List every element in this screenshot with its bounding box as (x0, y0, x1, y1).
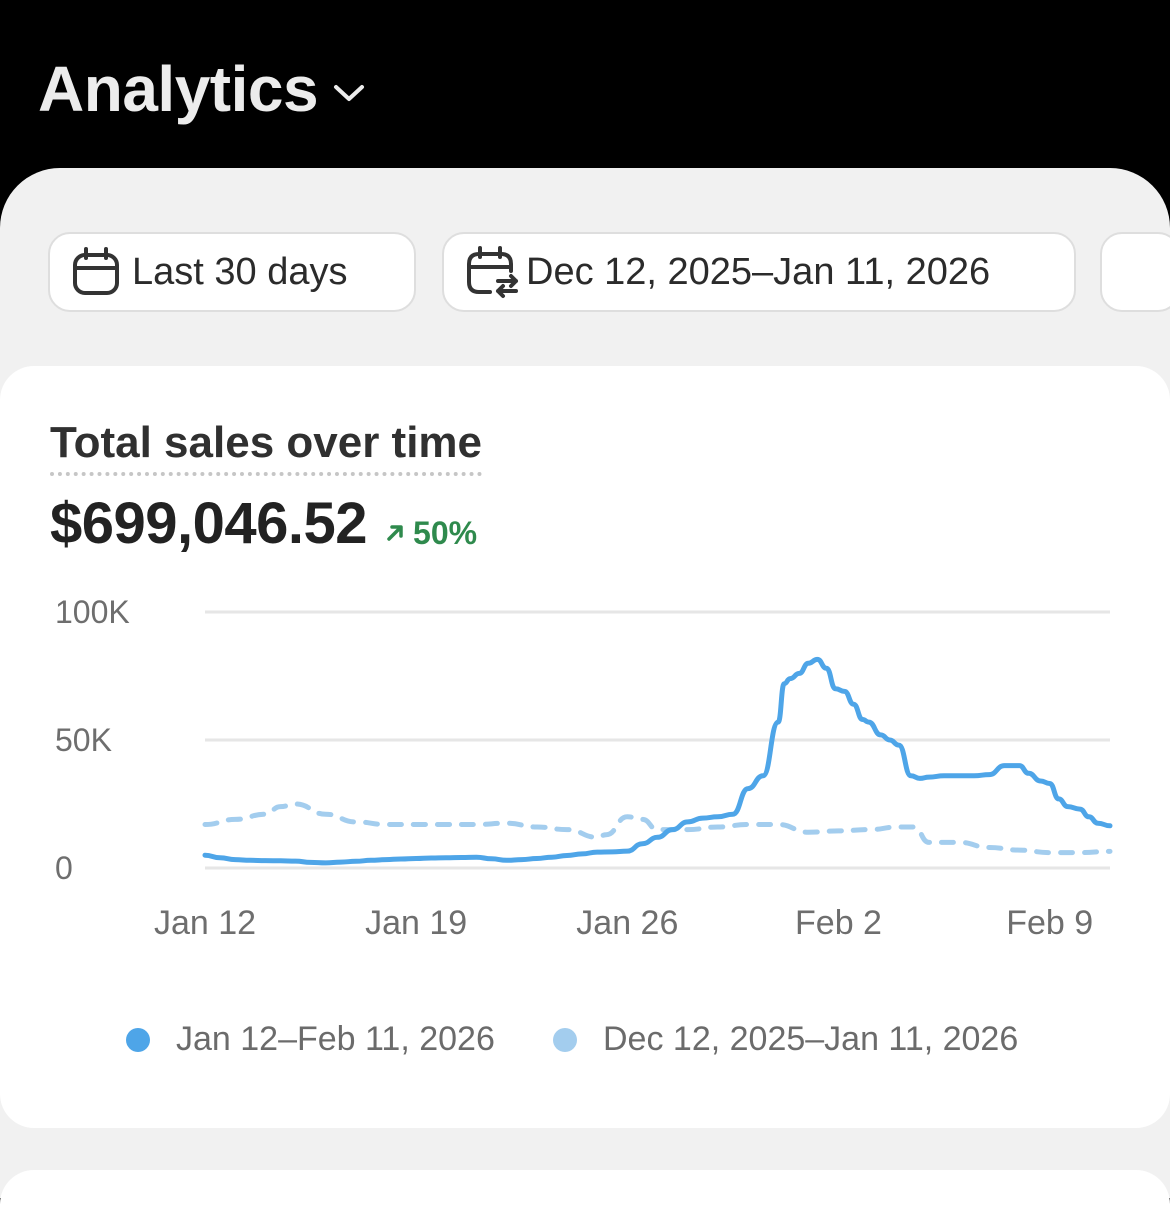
content-sheet: Last 30 days Dec 12, 2025–Jan 11, 2026 T… (0, 168, 1170, 1230)
x-tick-label: Jan 12 (154, 904, 256, 942)
y-tick-label: 0 (55, 850, 73, 886)
arrow-up-right-icon (387, 525, 403, 541)
compare-range-button[interactable]: Dec 12, 2025–Jan 11, 2026 (442, 232, 1076, 312)
series-line-current (202, 656, 1113, 866)
analytics-title-dropdown[interactable]: Analytics (38, 52, 366, 126)
total-sales-value: $699,046.52 (50, 491, 368, 556)
y-tick-label: 100K (55, 594, 130, 630)
x-tick-label: Jan 19 (365, 904, 467, 942)
total-sales-metric: $699,046.52 50% (50, 490, 477, 557)
x-tick-label: Feb 2 (795, 904, 882, 942)
next-card (0, 1170, 1170, 1230)
date-range-label: Last 30 days (132, 250, 348, 293)
legend-label-previous: Dec 12, 2025–Jan 11, 2026 (603, 1020, 1019, 1058)
calendar-compare-icon (467, 246, 518, 298)
legend-item-previous[interactable]: Dec 12, 2025–Jan 11, 2026 (553, 1020, 1018, 1059)
x-tick-label: Jan 26 (576, 904, 678, 942)
legend-item-current[interactable]: Jan 12–Feb 11, 2026 (126, 1020, 495, 1059)
change-value: 50% (413, 514, 478, 551)
sales-line-chart[interactable]: 0 50K 100K Jan 12 Jan 19 Jan 26 Feb 2 Feb 9 (0, 564, 1170, 944)
compare-range-label: Dec 12, 2025–Jan 11, 2026 (526, 250, 991, 293)
more-filters-button[interactable] (1100, 232, 1170, 312)
legend-label-current: Jan 12–Feb 11, 2026 (176, 1020, 495, 1058)
card-title[interactable]: Total sales over time (50, 418, 483, 476)
total-sales-card: Total sales over time $699,046.52 50% 0 5… (0, 366, 1170, 1128)
legend-dot-current (126, 1027, 150, 1052)
series-line-previous (202, 801, 1113, 856)
page-title: Analytics (38, 53, 319, 125)
x-tick-label: Feb 9 (1006, 904, 1093, 942)
legend-dot-previous (553, 1027, 577, 1052)
chevron-down-icon (334, 85, 365, 101)
calendar-icon (73, 247, 119, 295)
date-range-button[interactable]: Last 30 days (48, 232, 416, 312)
y-tick-label: 50K (55, 722, 112, 758)
change-badge: 50% (385, 515, 477, 552)
top-bar: Analytics (0, 0, 1170, 175)
